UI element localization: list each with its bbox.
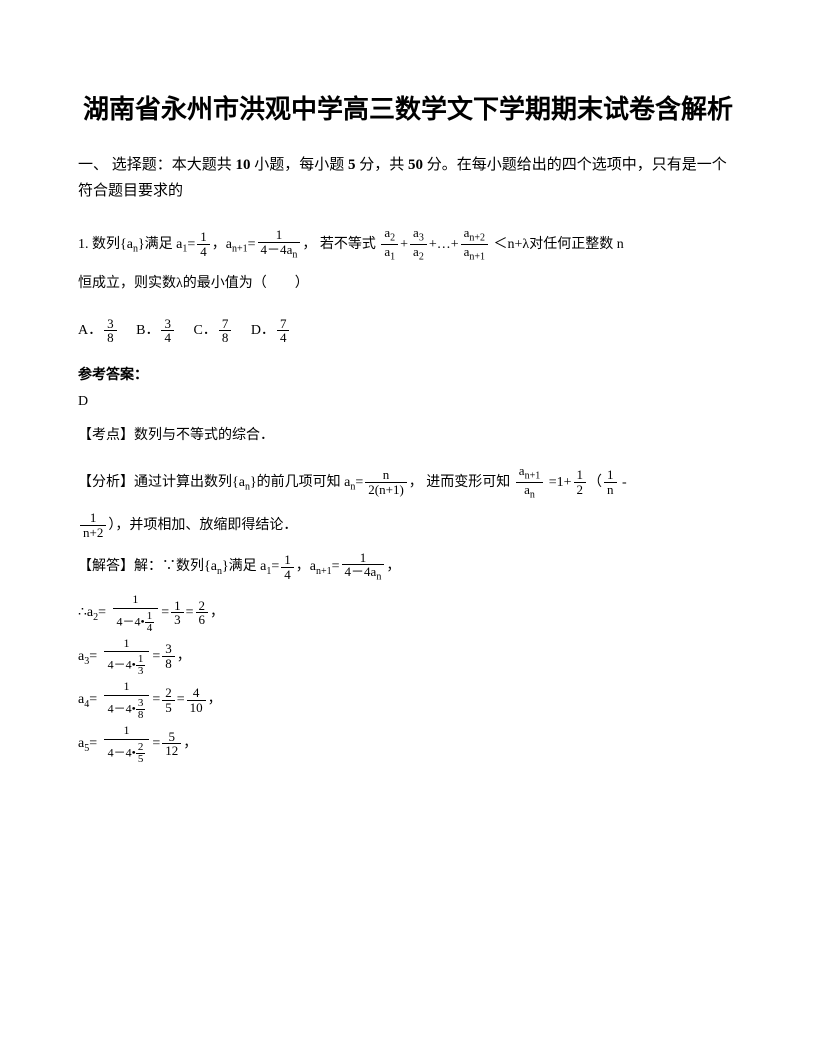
exam-page: 湖南省永州市洪观中学高三数学文下学期期末试卷含解析 一、 选择题：本大题共 10… [0,0,816,807]
eq: = [187,237,195,252]
dots: +…+ [429,237,459,252]
eq: = [248,237,256,252]
frac: 34 [161,317,174,345]
ratio-2: a3a2 [410,226,427,263]
q-text: ，a [212,237,232,252]
frac-1-4: 14 [197,230,210,258]
frac: 14－4an [342,551,385,584]
frac: 78 [219,317,232,345]
num: a2 [381,226,398,245]
q-num: 1. [78,237,89,252]
sec-text: 小题，每小题 [251,157,349,173]
num: 1 [197,230,210,245]
option-b: B．34 [136,323,176,338]
options: A．38 B．34 C．78 D．74 [78,314,738,348]
fenxi: 【分析】通过计算出数列{an}的前几项可知 an=n2(n+1)， 进而变形可知… [78,464,738,501]
page-title: 湖南省永州市洪观中学高三数学文下学期期末试卷含解析 [78,90,738,129]
num: a3 [410,226,427,245]
option-a: A．38 [78,323,119,338]
sec-text: 分，共 [356,157,409,173]
den: a2 [410,245,427,263]
step-a5: a5= 1 4－4•25 =512， [78,723,738,765]
step-a4: a4= 1 4－4•38 =25=410， [78,679,738,721]
frac-ratio: an+1an [516,464,543,501]
question-1-line2: 恒成立，则实数λ的最小值为（ ） [78,269,738,300]
frac: 74 [277,317,290,345]
sec-text: 一、 选择题：本大题共 [78,157,236,173]
ratio-1: a2a1 [381,226,398,263]
plus: + [400,237,408,252]
den: a1 [381,245,398,263]
sub-np1: n+1 [232,244,248,255]
q-text: }满足 a [138,237,182,252]
step-a3: a3= 1 4－4•13 =38， [78,636,738,678]
frac-half: 12 [574,468,587,496]
frac-1n: 1n [604,468,617,496]
frac: 38 [104,317,117,345]
question-1: 1. 数列{an}满足 a1=14，an+1=14－4an， 若不等式 a2a1… [78,226,738,263]
den: an+1 [461,245,488,263]
option-c: C．78 [193,323,233,338]
q-count: 10 [236,157,251,173]
per-score: 5 [348,157,356,173]
answer-letter: D [78,394,738,410]
num: an+2 [461,226,488,245]
option-d: D．74 [251,323,292,338]
den: 4 [197,245,210,259]
nested-frac: 1 4－4•25 [104,723,150,765]
frac-an: n2(n+1) [365,468,407,496]
nested-frac: 1 4－4•14 [113,592,159,634]
frac-recur: 14－4an [258,228,301,261]
frac-1np2: 1n+2 [80,511,106,539]
nested-frac: 1 4－4•13 [104,636,150,678]
section-1-head: 一、 选择题：本大题共 10 小题，每小题 5 分，共 50 分。在每小题给出的… [78,153,738,204]
answer-label: 参考答案： [78,364,738,384]
jieda: 【解答】解：∵数列{an}满足 a1=14，an+1=14－4an， [78,550,738,584]
q-text: ， 若不等式 [302,237,376,252]
den: 4－4an [258,243,301,261]
fenxi-line2: 1n+2），并项相加、放缩即得结论． [78,509,738,543]
step-a2: ∴a2= 1 4－4•14 =13=26， [78,592,738,634]
num: 1 [258,228,301,243]
kaodian: 【考点】数列与不等式的综合． [78,422,738,450]
frac: 14 [281,553,294,581]
q-text: ＜n+λ对任何正整数 n [490,237,624,252]
ratio-3: an+2an+1 [461,226,488,263]
nested-frac: 1 4－4•38 [104,679,150,721]
q-text: 数列{a [89,237,133,252]
total-score: 50 [408,157,423,173]
